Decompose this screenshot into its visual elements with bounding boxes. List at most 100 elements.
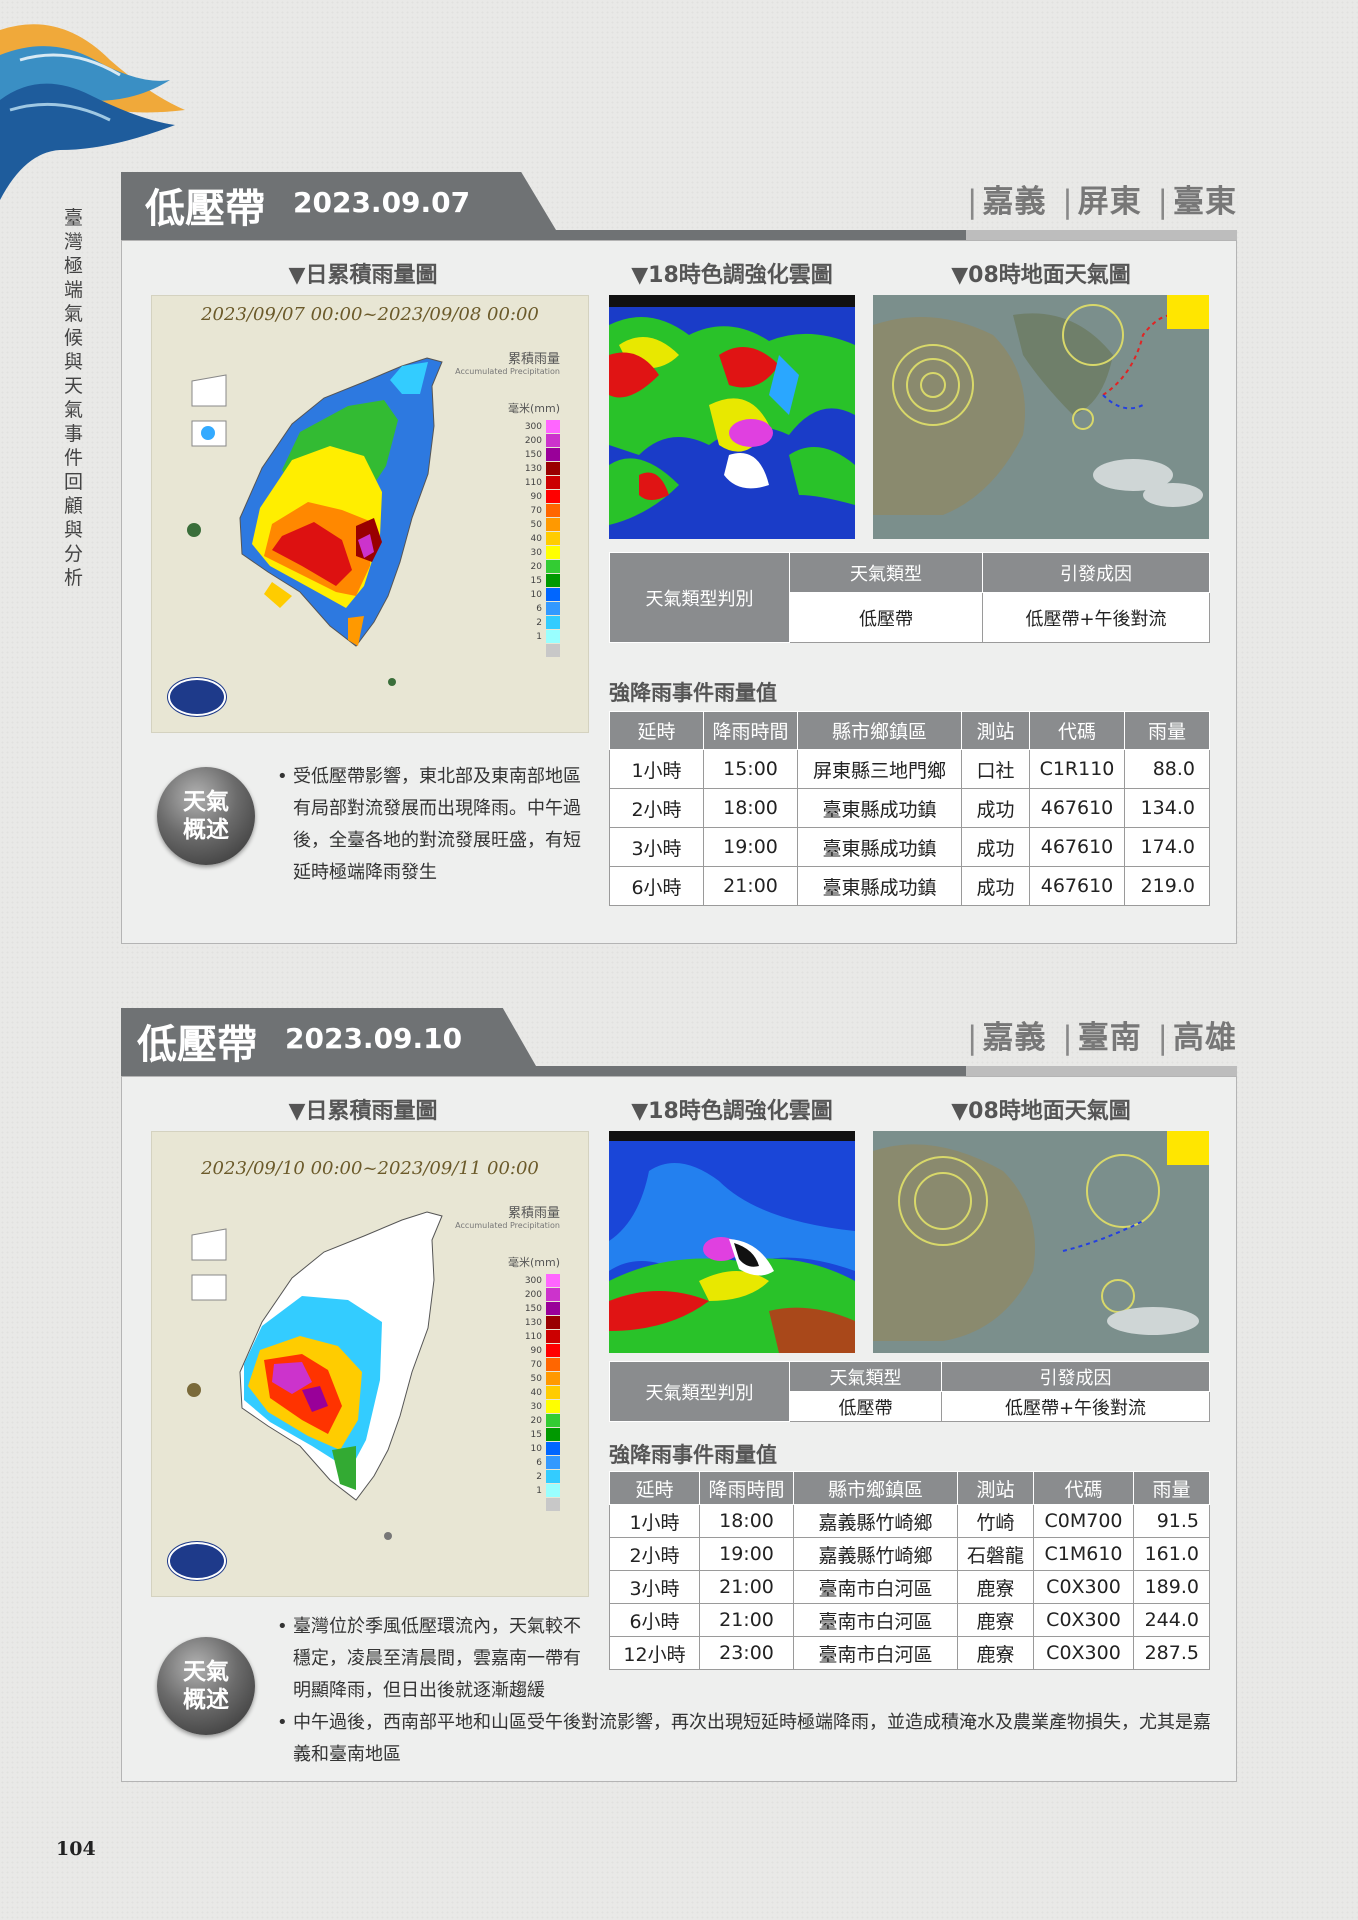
legend-row: 6 <box>520 1456 560 1469</box>
cwb-logo-icon <box>168 1542 226 1580</box>
legend-swatch <box>546 616 560 629</box>
legend-label: 40 <box>530 533 542 544</box>
legend-label: 20 <box>530 561 542 572</box>
rain-map-title: ▼日累積雨量圖 <box>288 1099 438 1124</box>
rainfall-cell: 287.5 <box>1133 1636 1210 1670</box>
legend-swatch <box>546 1316 560 1329</box>
time-cell: 18:00 <box>703 788 798 828</box>
legend-label: 10 <box>530 589 542 600</box>
legend-label: 1 <box>536 1485 542 1496</box>
legend-label: 30 <box>530 1401 542 1412</box>
code-cell: 467610 <box>1029 866 1125 906</box>
legend-label: 6 <box>536 603 542 614</box>
summary-badge: 天氣 概述 <box>157 767 255 865</box>
township-cell: 臺南市白河區 <box>793 1603 958 1637</box>
event-section-1: 低壓帶 2023.09.07 | 嘉義 | 屏東 | 臺東 ▼日累積雨量圖 ▼18時色… <box>121 172 1237 944</box>
station-cell: 鹿寮 <box>957 1636 1034 1670</box>
township-cell: 臺南市白河區 <box>793 1570 958 1604</box>
legend-row: 70 <box>520 504 560 517</box>
legend-swatch <box>546 630 560 643</box>
weather-type-heading: 低壓帶 <box>145 186 265 232</box>
section-header: 低壓帶 2023.09.07 | 嘉義 | 屏東 | 臺東 <box>121 172 1237 242</box>
weather-type-heading: 低壓帶 <box>137 1022 257 1068</box>
legend-row: 2 <box>520 1470 560 1483</box>
legend-label: 50 <box>530 1373 542 1384</box>
legend-label: 300 <box>524 1275 542 1286</box>
legend-unit: 毫米(mm) <box>507 1256 560 1269</box>
legend-swatch <box>546 1414 560 1427</box>
legend-swatch <box>546 644 560 657</box>
legend-row: 30 <box>520 546 560 559</box>
rainfall-cell: 244.0 <box>1133 1603 1210 1637</box>
rain-map-title: ▼日累積雨量圖 <box>288 263 438 288</box>
legend-row: 130 <box>520 462 560 475</box>
rain-events-table: 延時 降雨時間 縣市鄉鎮區 測站 代碼 雨量 1小時 15:00 屏東縣三地門鄉… <box>609 711 1210 906</box>
column-header: 縣市鄉鎮區 <box>793 1471 958 1505</box>
header-rule <box>121 1066 966 1078</box>
time-cell: 19:00 <box>703 827 798 867</box>
legend-row: 90 <box>520 490 560 503</box>
legend-row: 50 <box>520 518 560 531</box>
section-content-box: ▼日累積雨量圖 ▼18時色調強化雲圖 ▼08時地面天氣圖 2023/09/07 … <box>121 240 1237 944</box>
duration-cell: 2小時 <box>609 1537 700 1571</box>
legend-swatch <box>546 1484 560 1497</box>
weather-type-value: 低壓帶 <box>789 592 983 643</box>
header-tab <box>121 172 556 230</box>
legend-subtitle: Accumulated Precipitation <box>455 367 560 376</box>
region-label: 嘉義 <box>982 184 1047 220</box>
daily-rainfall-map: 2023/09/10 00:00~2023/09/11 00:00 累積雨量 A… <box>151 1131 589 1597</box>
legend-row: 200 <box>520 434 560 447</box>
duration-cell: 3小時 <box>609 1570 700 1604</box>
code-cell: C0X300 <box>1033 1603 1134 1637</box>
region-label: 嘉義 <box>982 1020 1047 1056</box>
legend-swatch <box>546 602 560 615</box>
table-row: 2小時 19:00 嘉義縣竹崎鄉 石磐龍 C1M610 161.0 <box>609 1537 1210 1571</box>
taiwan-rainfall-shape <box>187 1211 443 1540</box>
legend-label: 110 <box>524 477 542 488</box>
column-header: 代碼 <box>1029 711 1125 750</box>
legend-row: 50 <box>520 1372 560 1385</box>
badge-line: 概述 <box>183 817 229 843</box>
column-header: 測站 <box>961 711 1030 750</box>
legend-swatch <box>546 1302 560 1315</box>
township-cell: 臺東縣成功鎮 <box>797 827 962 867</box>
rainfall-cell: 134.0 <box>1124 788 1210 828</box>
legend-label: 70 <box>530 505 542 516</box>
legend-swatch <box>546 434 560 447</box>
township-cell: 臺南市白河區 <box>793 1636 958 1670</box>
legend-label: 130 <box>524 463 542 474</box>
legend-swatch <box>546 490 560 503</box>
page-number: 104 <box>56 1838 96 1860</box>
legend-label: 130 <box>524 1317 542 1328</box>
station-cell: 石磐龍 <box>957 1537 1034 1571</box>
affected-regions: | 嘉義 | 屏東 | 臺東 <box>967 184 1237 220</box>
surface-map-title: ▼08時地面天氣圖 <box>951 263 1131 288</box>
legend-swatch <box>546 574 560 587</box>
map-date-range: 2023/09/10 00:00~2023/09/11 00:00 <box>201 1158 539 1179</box>
legend-label: 200 <box>524 1289 542 1300</box>
time-cell: 21:00 <box>699 1570 794 1604</box>
legend-label: 6 <box>536 1457 542 1468</box>
legend-swatch <box>546 1386 560 1399</box>
legend-label: 110 <box>524 1331 542 1342</box>
cwb-logo-icon <box>168 678 226 716</box>
summary-badge: 天氣 概述 <box>157 1637 255 1735</box>
legend-swatch <box>546 1428 560 1441</box>
table-row: 1小時 15:00 屏東縣三地門鄉 口社 C1R110 88.0 <box>609 749 1210 789</box>
badge-line: 概述 <box>183 1687 229 1713</box>
rainfall-cell: 161.0 <box>1133 1537 1210 1571</box>
legend-swatch <box>546 504 560 517</box>
legend-row <box>520 1498 560 1511</box>
legend-swatch <box>546 476 560 489</box>
table-row: 1小時 18:00 嘉義縣竹崎鄉 竹崎 C0M700 91.5 <box>609 1504 1210 1538</box>
rainfall-cell: 189.0 <box>1133 1570 1210 1604</box>
badge-line: 天氣 <box>183 789 229 815</box>
legend-row: 40 <box>520 1386 560 1399</box>
legend-swatch <box>546 1274 560 1287</box>
cause-value: 低壓帶+午後對流 <box>982 592 1210 643</box>
legend-row: 40 <box>520 532 560 545</box>
legend-swatch <box>546 1372 560 1385</box>
classification-header: 引發成因 <box>982 552 1210 593</box>
legend-row: 130 <box>520 1316 560 1329</box>
summary-list: 臺灣位於季風低壓環流內，天氣較不穩定，凌晨至清晨間，雲嘉南一帶有明顯降雨，但日出… <box>277 1611 1212 1771</box>
